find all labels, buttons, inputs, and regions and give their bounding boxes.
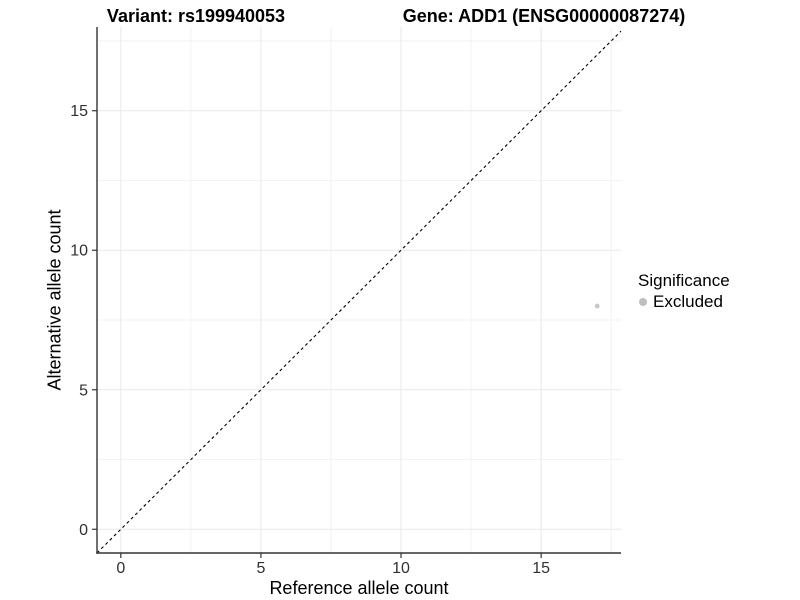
y-tick-label: 5 (79, 382, 88, 399)
legend-title: Significance (638, 271, 730, 290)
y-tick-label: 10 (70, 243, 88, 260)
x-tick-label: 0 (116, 560, 125, 577)
legend-item-excluded: Excluded (638, 293, 730, 311)
y-axis-title: Alternative allele count (44, 209, 65, 391)
x-tick-label: 10 (392, 560, 410, 577)
legend: Significance Excluded (638, 272, 730, 311)
y-tick-label: 15 (70, 103, 88, 120)
identity-line (96, 30, 622, 554)
plot-title-gene: Gene: ADD1 (ENSG00000087274) (402, 6, 686, 26)
y-tick-label: 0 (79, 522, 88, 539)
data-point (594, 303, 600, 309)
x-tick-label: 5 (256, 560, 265, 577)
legend-key-dot (639, 298, 647, 306)
plot-title-variant: Variant: rs199940053 (106, 6, 286, 26)
x-tick-label: 15 (532, 560, 550, 577)
legend-item-label: Excluded (653, 292, 723, 311)
x-axis-title: Reference allele count (269, 578, 449, 598)
